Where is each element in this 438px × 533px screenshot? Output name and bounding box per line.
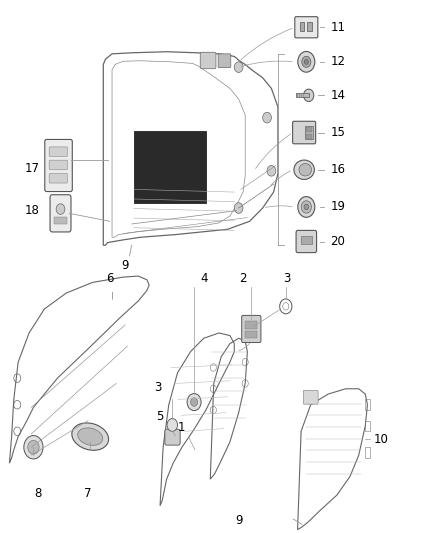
Bar (300, 22, 304, 31)
Circle shape (24, 435, 43, 459)
Bar (365, 421, 370, 431)
Bar (306, 134, 311, 139)
Circle shape (263, 112, 272, 123)
Ellipse shape (299, 164, 311, 176)
Text: 17: 17 (25, 161, 40, 175)
Text: 7: 7 (84, 487, 92, 500)
Circle shape (304, 204, 309, 209)
Ellipse shape (78, 428, 103, 446)
FancyBboxPatch shape (49, 173, 67, 183)
Circle shape (28, 440, 39, 454)
Text: 12: 12 (330, 55, 345, 68)
Circle shape (302, 56, 311, 67)
Bar (245, 321, 258, 329)
FancyBboxPatch shape (50, 195, 71, 232)
Text: 15: 15 (330, 126, 345, 139)
Circle shape (167, 418, 177, 431)
Text: 3: 3 (154, 381, 162, 394)
FancyBboxPatch shape (200, 52, 216, 69)
Text: 10: 10 (374, 433, 389, 446)
Circle shape (187, 393, 201, 410)
Text: 8: 8 (34, 487, 42, 500)
Bar (245, 332, 258, 338)
Circle shape (298, 197, 315, 217)
Text: 20: 20 (330, 235, 345, 248)
FancyBboxPatch shape (303, 390, 318, 404)
Text: 11: 11 (330, 21, 345, 34)
Ellipse shape (72, 423, 109, 450)
Circle shape (191, 398, 198, 406)
Text: 14: 14 (330, 89, 345, 102)
Bar (296, 93, 309, 98)
Ellipse shape (294, 160, 314, 180)
FancyBboxPatch shape (218, 54, 231, 68)
Text: 9: 9 (235, 514, 242, 527)
Circle shape (234, 62, 243, 72)
Bar (134, 131, 206, 203)
FancyBboxPatch shape (296, 230, 317, 253)
FancyBboxPatch shape (45, 140, 72, 191)
Circle shape (304, 89, 314, 102)
Bar (365, 399, 370, 410)
Circle shape (298, 52, 315, 72)
Text: 6: 6 (106, 272, 113, 285)
FancyBboxPatch shape (293, 122, 316, 144)
FancyBboxPatch shape (165, 429, 180, 445)
Text: 2: 2 (239, 272, 247, 285)
Bar (54, 216, 67, 224)
Circle shape (267, 165, 276, 176)
FancyBboxPatch shape (49, 160, 67, 169)
Bar (365, 447, 370, 458)
Circle shape (304, 59, 308, 64)
Text: 5: 5 (156, 410, 164, 423)
FancyBboxPatch shape (242, 316, 261, 343)
Bar (307, 22, 312, 31)
FancyBboxPatch shape (49, 147, 67, 157)
Text: 19: 19 (330, 200, 345, 213)
Bar (306, 127, 311, 132)
Text: 18: 18 (25, 204, 40, 217)
Circle shape (301, 201, 311, 213)
Bar (305, 126, 313, 140)
Circle shape (56, 204, 65, 214)
Text: 4: 4 (200, 272, 208, 285)
Text: 9: 9 (121, 259, 129, 271)
FancyBboxPatch shape (295, 17, 318, 38)
Text: 3: 3 (283, 272, 290, 285)
Circle shape (234, 203, 243, 213)
Text: 16: 16 (330, 163, 345, 176)
Bar (300, 236, 312, 244)
Text: 1: 1 (178, 421, 186, 434)
